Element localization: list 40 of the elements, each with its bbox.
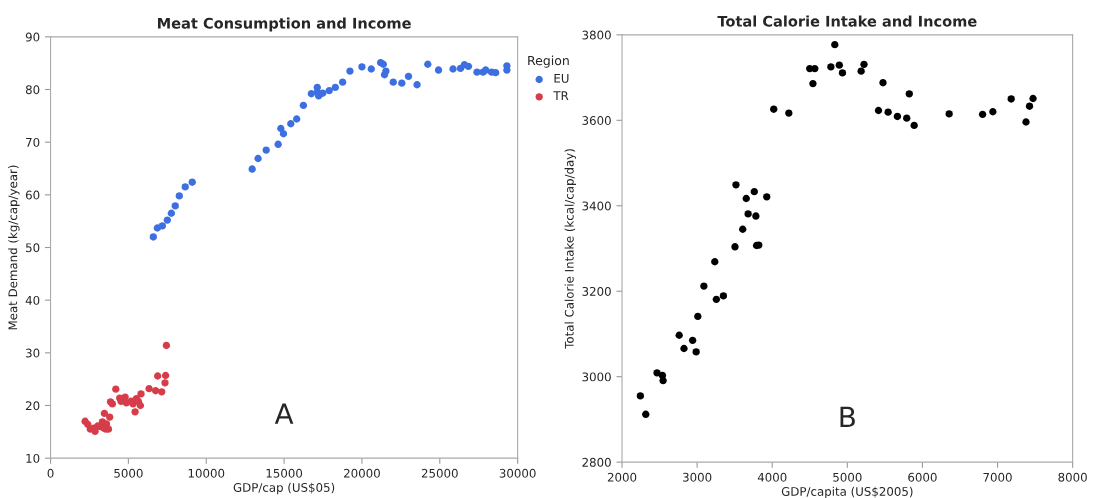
legend-label: TR bbox=[553, 91, 569, 100]
x-tick-label: 6000 bbox=[908, 472, 937, 482]
chart-title: Meat Consumption and Income bbox=[158, 17, 411, 32]
y-tick-label: 3000 bbox=[582, 372, 611, 382]
y-tick-label: 3200 bbox=[582, 286, 611, 296]
annotation: A bbox=[274, 403, 294, 424]
y-tick-label: 10 bbox=[26, 453, 40, 463]
y-tick-label: 30 bbox=[26, 348, 40, 358]
y-tick-label: 90 bbox=[25, 32, 40, 42]
x-tick-label: 20000 bbox=[344, 468, 380, 478]
y-tick-label: 40 bbox=[25, 295, 40, 305]
x-tick-label: 7000 bbox=[983, 472, 1012, 482]
legend-label: EU bbox=[554, 73, 569, 83]
y-tick-label: 60 bbox=[25, 190, 40, 200]
y-tick-label: 80 bbox=[25, 85, 40, 95]
y-tick-label: 2800 bbox=[582, 457, 611, 467]
y-tick-label: 3800 bbox=[582, 30, 611, 40]
legend-title: Region bbox=[528, 55, 569, 68]
y-axis-title: Total Calorie Intake (kcal/cap/day) bbox=[564, 149, 577, 349]
x-tick-label: 10000 bbox=[188, 468, 225, 478]
x-tick-label: 5000 bbox=[833, 472, 862, 482]
x-tick-label: 8000 bbox=[1058, 472, 1087, 482]
y-tick-label: 50 bbox=[26, 243, 40, 253]
x-axis-title: GDP/capita (US$2005) bbox=[781, 486, 913, 498]
x-tick-label: 0 bbox=[47, 468, 54, 478]
x-axis-title: GDP/cap (US$05) bbox=[233, 482, 335, 495]
y-tick-label: 3600 bbox=[582, 116, 611, 125]
y-tick-label: 70 bbox=[26, 137, 40, 147]
y-tick-label: 20 bbox=[25, 401, 40, 411]
x-tick-label: 2000 bbox=[607, 472, 637, 482]
x-tick-label: 5000 bbox=[114, 468, 143, 478]
x-tick-label: 15000 bbox=[266, 468, 303, 478]
y-tick-label: 3400 bbox=[582, 201, 611, 211]
x-tick-label: 30000 bbox=[499, 468, 536, 478]
x-tick-label: 4000 bbox=[757, 472, 787, 482]
annotation: B bbox=[840, 406, 855, 428]
x-tick-label: 25000 bbox=[421, 468, 458, 478]
y-axis-title: Meat Demand (kg/cap/year) bbox=[8, 165, 20, 330]
x-tick-label: 3000 bbox=[683, 472, 712, 482]
chart-title: Total Calorie Intake and Income bbox=[717, 15, 977, 27]
